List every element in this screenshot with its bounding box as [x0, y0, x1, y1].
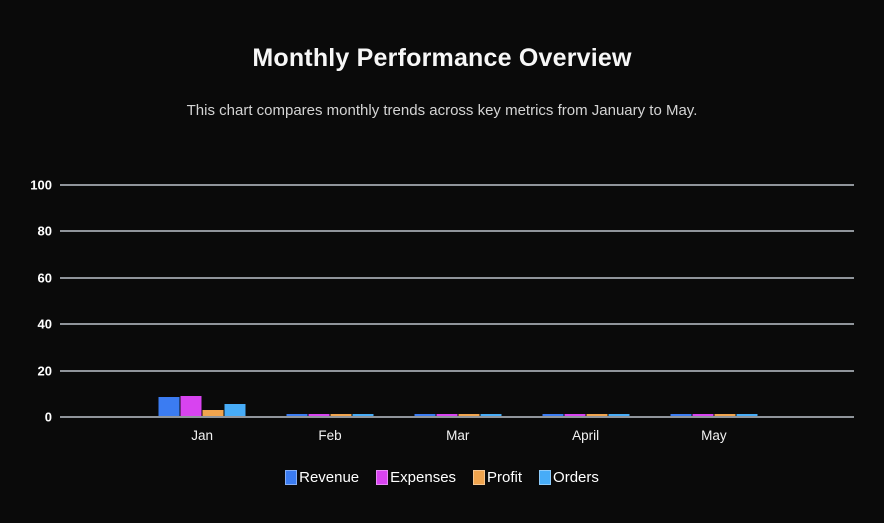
y-axis-tick-60: 60 — [37, 270, 52, 286]
legend-swatch-orders-icon — [539, 470, 552, 485]
bar-group-jan — [158, 396, 246, 416]
legend-swatch-expenses-icon — [376, 470, 389, 485]
bar-revenue-may[interactable] — [670, 413, 692, 416]
bar-profit-may[interactable] — [714, 413, 736, 416]
bar-profit-jan[interactable] — [202, 410, 224, 416]
bar-profit-mar[interactable] — [458, 413, 480, 416]
legend-item-revenue[interactable]: Revenue — [285, 470, 359, 485]
legend-label-orders: Orders — [553, 469, 599, 486]
bar-revenue-jan[interactable] — [158, 397, 180, 416]
bar-group-mar — [414, 413, 502, 416]
bar-expenses-may[interactable] — [692, 413, 714, 416]
x-axis-tick-april: April — [572, 428, 600, 443]
legend-label-revenue: Revenue — [299, 469, 360, 486]
y-axis-tick-20: 20 — [37, 363, 52, 379]
legend-label-expenses: Expenses — [390, 469, 457, 486]
gridline-100 — [60, 184, 854, 186]
legend-item-expenses[interactable]: Expenses — [376, 470, 456, 485]
plot-area: 0 20 40 60 80 100 Jan Feb Mar April May — [30, 179, 854, 442]
bar-group-feb — [286, 413, 374, 416]
y-axis-tick-80: 80 — [37, 223, 52, 239]
x-axis-tick-may: May — [701, 428, 727, 443]
bar-orders-mar[interactable] — [480, 413, 502, 416]
y-axis-tick-40: 40 — [37, 316, 52, 332]
bar-revenue-mar[interactable] — [414, 413, 436, 416]
bar-group-april — [542, 413, 630, 416]
y-axis-tick-0: 0 — [44, 409, 52, 425]
gridline-80 — [60, 230, 854, 233]
x-axis-tick-feb: Feb — [318, 428, 342, 443]
gridline-0 — [60, 416, 854, 418]
chart-subtitle: This chart compares monthly trends acros… — [186, 102, 698, 119]
legend-item-profit[interactable]: Profit — [473, 470, 522, 485]
bar-orders-may[interactable] — [736, 413, 758, 416]
gridline-40 — [60, 323, 854, 326]
bar-profit-feb[interactable] — [330, 413, 352, 416]
bar-group-may — [670, 413, 758, 416]
bar-expenses-jan[interactable] — [180, 396, 202, 416]
legend-swatch-profit-icon — [473, 470, 486, 485]
chart-legend: Revenue Expenses Profit Orders — [0, 470, 884, 485]
bar-orders-april[interactable] — [608, 413, 630, 416]
gridline-60 — [60, 276, 854, 279]
legend-item-orders[interactable]: Orders — [539, 470, 599, 485]
bar-expenses-april[interactable] — [564, 413, 586, 416]
bar-profit-april[interactable] — [586, 413, 608, 416]
legend-swatch-revenue-icon — [285, 470, 298, 485]
y-axis-tick-100: 100 — [30, 177, 52, 193]
x-axis-tick-jan: Jan — [191, 428, 214, 443]
legend-label-profit: Profit — [487, 469, 523, 486]
bar-orders-feb[interactable] — [352, 413, 374, 416]
x-axis-tick-mar: Mar — [446, 428, 470, 443]
bar-revenue-april[interactable] — [542, 413, 564, 416]
bar-expenses-feb[interactable] — [308, 413, 330, 416]
bar-orders-jan[interactable] — [224, 404, 246, 416]
chart-title: Monthly Performance Overview — [252, 44, 632, 72]
bar-expenses-mar[interactable] — [436, 413, 458, 416]
bar-revenue-feb[interactable] — [286, 413, 308, 416]
gridline-20 — [60, 369, 854, 372]
